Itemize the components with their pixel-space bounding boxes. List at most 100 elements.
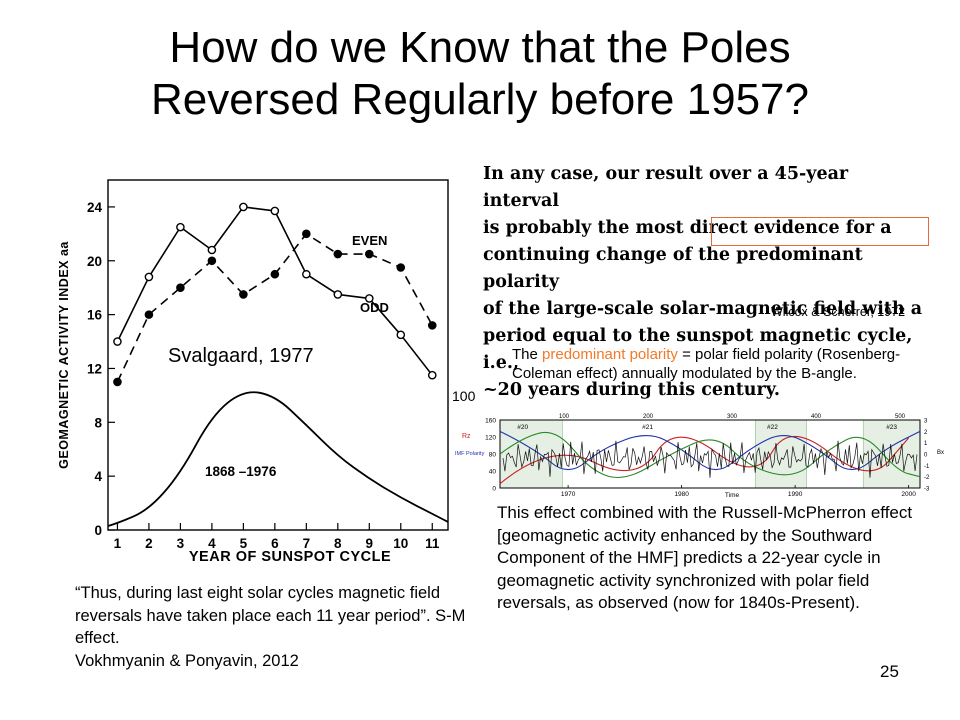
imf-label: IMF Polarity	[455, 451, 485, 457]
odd-point	[302, 269, 311, 279]
y-tick-label: 12	[87, 361, 102, 376]
y-tick-label: 20	[87, 254, 102, 269]
odd-point	[270, 206, 280, 216]
odd-point	[239, 202, 248, 212]
even-point	[302, 229, 311, 239]
series-line-cycle-mean	[107, 391, 449, 527]
wilcox-quote: In any case, our result over a 45-year i…	[483, 161, 930, 404]
quote-line: of the large-scale solar-magnetic field …	[483, 299, 923, 319]
label-100: 100	[452, 388, 476, 404]
top-tick-label: 300	[727, 414, 738, 420]
even-point	[207, 256, 217, 266]
top-tick-label: 400	[811, 414, 822, 420]
vokhmyanin-citation: Vokhmyanin & Ponyavin, 2012	[75, 651, 299, 670]
polarity-chart: 0 40 80 120 160 3 2 1 0 -1 -2 -3 1970 1980 1990 2000 100…	[455, 414, 944, 499]
x-tick-label: 3	[177, 536, 185, 551]
series-rz	[499, 435, 910, 485]
chart-frame	[107, 179, 449, 531]
right-tick-label: 2	[924, 430, 928, 436]
cycle-band	[499, 419, 563, 489]
even-label: EVEN	[352, 233, 387, 248]
rz-label: Rz	[462, 433, 471, 440]
x-tick-label: 8	[334, 536, 342, 551]
left-tick-label: 80	[489, 452, 497, 459]
pred-rest: = polar field polarity (Rosenberg-Colema…	[512, 346, 901, 382]
right-tick-label: 0	[924, 453, 928, 459]
left-tick-label: 0	[492, 486, 496, 493]
x-tick-label: 10	[393, 536, 408, 551]
odd-point	[333, 290, 343, 299]
wilcox-citation: Wilcox & Scherrer, 1972	[771, 305, 906, 319]
x-tick-label: 5	[240, 536, 248, 551]
predominant-polarity-text: The predominant polarity = polar field p…	[512, 345, 902, 383]
odd-label: ODD	[360, 300, 389, 315]
page-number: 25	[880, 662, 899, 681]
right-tick-label: -3	[924, 487, 930, 493]
cycle-band	[755, 419, 807, 489]
left-tick-label: 160	[485, 418, 496, 425]
annual-signal	[502, 440, 918, 478]
x-tick-label: 4	[208, 536, 216, 551]
right-tick-label: 3	[924, 419, 928, 425]
odd-point	[144, 272, 154, 282]
slide-title: How do we Know that the Poles Reversed R…	[0, 22, 960, 126]
y-tick-label: 24	[87, 200, 103, 215]
cycle-label: #23	[886, 424, 897, 431]
x-tick-label: 11	[425, 536, 440, 551]
x-tick-label: 9	[366, 536, 374, 551]
time-tick-label: 1980	[674, 491, 689, 498]
y-tick-label: 0	[94, 523, 102, 538]
series-bx	[499, 431, 921, 479]
odd-point	[396, 330, 406, 340]
highlight-box	[711, 217, 929, 246]
time-tick-label: 2000	[901, 491, 916, 498]
thus-quote: “Thus, during last eight solar cycles ma…	[75, 584, 466, 647]
time-tick-label: 1990	[788, 491, 803, 498]
y-axis-label: GEOMAGNETIC ACTIVITY INDEX aa	[57, 241, 71, 469]
odd-point	[113, 337, 122, 346]
russell-mcpherron-text: This effect combined with the Russell-Mc…	[497, 503, 913, 612]
cycle-label: #22	[767, 424, 778, 431]
quote-line: period equal to the sunspot magnetic cyc…	[483, 326, 913, 373]
period-label: 1868 –1976	[205, 464, 277, 479]
y-tick-label: 16	[87, 308, 103, 323]
cycle-label: #21	[642, 424, 653, 431]
even-point	[427, 321, 437, 330]
top-tick-label: 500	[895, 414, 906, 420]
time-label: Time	[725, 492, 740, 499]
left-tick-label: 40	[489, 469, 497, 476]
odd-point	[427, 370, 437, 380]
odd-point	[364, 294, 374, 303]
left-tick-label: 120	[485, 435, 496, 442]
even-point	[396, 263, 406, 272]
odd-point	[176, 222, 185, 232]
right-tick-label: -1	[924, 464, 930, 470]
x-tick-label: 2	[145, 536, 153, 551]
x-tick-label: 6	[271, 536, 279, 551]
top-tick-label: 100	[559, 414, 570, 420]
quote-line: ~20 years during this century.	[483, 380, 780, 400]
right-tick-label: -2	[924, 475, 930, 481]
quote-line: is probably the most direct evidence for…	[483, 218, 892, 238]
odd-point	[207, 245, 217, 255]
even-point	[364, 249, 374, 259]
right-tick-label: 1	[924, 441, 928, 447]
time-tick-label: 1970	[561, 491, 576, 498]
pred-prefix: The	[512, 346, 543, 363]
x-tick-label: 1	[114, 536, 122, 551]
even-point	[113, 377, 122, 387]
top-tick-label: 200	[643, 414, 654, 420]
even-point	[239, 290, 248, 299]
title-line-2: Reversed Regularly before 1957?	[151, 75, 809, 124]
x-tick-label: 7	[303, 536, 311, 551]
quote-line: In any case, our result over a 45-year i…	[483, 164, 849, 211]
even-point	[270, 269, 280, 279]
y-tick-label: 4	[94, 469, 102, 484]
bx-label: Bx	[937, 450, 944, 456]
even-point	[333, 249, 343, 259]
y-tick-label: 8	[94, 415, 102, 430]
svalgaard-citation: Svalgaard, 1977	[168, 345, 314, 367]
cycle-label: #20	[517, 424, 528, 431]
title-line-1: How do we Know that the Poles	[169, 23, 791, 72]
